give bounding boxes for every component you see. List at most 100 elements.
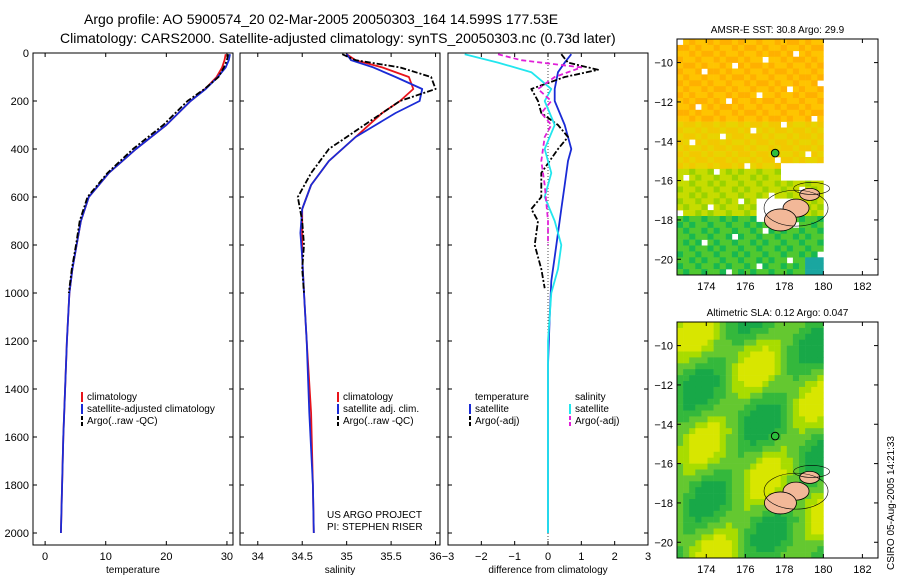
map-cell <box>677 192 684 199</box>
map-cell <box>695 428 702 435</box>
map-cell <box>738 210 745 217</box>
map-cell <box>780 457 788 464</box>
map-cell <box>738 481 745 488</box>
map-cell <box>768 109 775 116</box>
map-cell <box>701 233 708 240</box>
map-cell <box>762 493 769 500</box>
map-cell <box>750 422 757 429</box>
map-cell <box>768 257 775 264</box>
map-cell <box>689 451 696 458</box>
map-cell <box>738 469 745 476</box>
map-cell <box>799 139 806 146</box>
map-cell <box>817 192 824 199</box>
map-cell <box>713 386 720 394</box>
map-cell <box>762 416 769 423</box>
map-cell <box>744 327 751 335</box>
map-cell <box>744 227 751 234</box>
map-cell <box>792 109 800 116</box>
map-cell <box>725 504 733 512</box>
map-cell <box>701 74 708 81</box>
map-cell <box>817 552 824 559</box>
map-cell <box>744 516 751 523</box>
map-cell <box>731 469 739 476</box>
x-tick-label: 174 <box>697 564 715 576</box>
map-cell <box>707 445 714 453</box>
map-cell <box>738 375 745 382</box>
map-title: AMSR-E SST: 30.8 Argo: 29.9 <box>711 25 845 36</box>
map-cell <box>713 345 720 352</box>
map-cell <box>689 92 696 99</box>
map-cell <box>689 445 696 453</box>
map-cell <box>762 398 769 405</box>
map-cell <box>689 44 696 52</box>
map-cell <box>774 251 781 258</box>
map-cell <box>707 322 714 329</box>
legend-label: Argo(..raw -QC) <box>343 416 414 427</box>
contour-line <box>763 189 829 227</box>
map-cell <box>695 44 702 52</box>
map-cell <box>725 363 733 370</box>
map-cell <box>799 322 806 329</box>
map-cell <box>689 145 696 152</box>
map-cell <box>713 445 720 453</box>
map-cell <box>762 339 769 346</box>
map-cell <box>713 504 720 512</box>
map-cell <box>756 463 763 470</box>
map-cell <box>811 269 818 276</box>
map-cell <box>738 80 745 87</box>
map-cell <box>707 92 714 99</box>
map-cell <box>701 151 708 158</box>
map-cell <box>780 351 788 358</box>
map-cell <box>725 445 733 453</box>
map-cell <box>738 245 745 252</box>
map-cell <box>695 546 702 553</box>
map-cell <box>817 369 824 376</box>
map-cell <box>719 121 727 128</box>
map-cell <box>744 251 751 258</box>
map-cell <box>768 50 775 57</box>
map-cell <box>738 499 745 506</box>
island-shape <box>764 208 797 232</box>
map-cell <box>695 475 702 482</box>
map-cell <box>738 322 745 329</box>
map-cell <box>725 251 733 258</box>
map-cell <box>756 245 763 252</box>
map-cell <box>738 493 745 500</box>
map-cell <box>792 333 800 340</box>
map-cell <box>744 50 751 57</box>
map-cell <box>792 68 800 75</box>
map-cell <box>701 428 708 435</box>
map-cell <box>799 86 806 93</box>
map-cell <box>683 416 690 423</box>
map-cell <box>774 139 781 146</box>
map-cell <box>719 546 727 553</box>
map-cell <box>695 92 702 99</box>
map-cell <box>762 133 769 140</box>
map-cell <box>762 62 769 69</box>
map-cell <box>677 534 684 541</box>
map-cell <box>811 504 818 512</box>
map-cell <box>817 139 824 146</box>
map-cell <box>689 428 696 435</box>
map-cell <box>719 540 727 547</box>
map-cell <box>805 56 812 63</box>
x-tick-label: −1 <box>508 551 521 563</box>
map-cell <box>817 357 824 364</box>
map-cell <box>713 115 720 122</box>
map-cell <box>756 398 763 405</box>
map-cell <box>805 80 812 87</box>
map-cell <box>750 322 757 329</box>
map-cell <box>780 56 788 63</box>
map-cell <box>756 269 763 276</box>
map-cell <box>762 534 769 541</box>
legend-label: temperature <box>475 392 529 403</box>
map-cell <box>713 239 720 246</box>
map-cell <box>811 39 818 46</box>
map-cell <box>707 428 714 435</box>
map-cell <box>683 121 690 128</box>
map-cell <box>750 451 757 458</box>
map-cell <box>719 510 727 517</box>
map-cell <box>695 168 702 175</box>
map-cell <box>744 103 751 111</box>
map-cell <box>707 233 714 240</box>
